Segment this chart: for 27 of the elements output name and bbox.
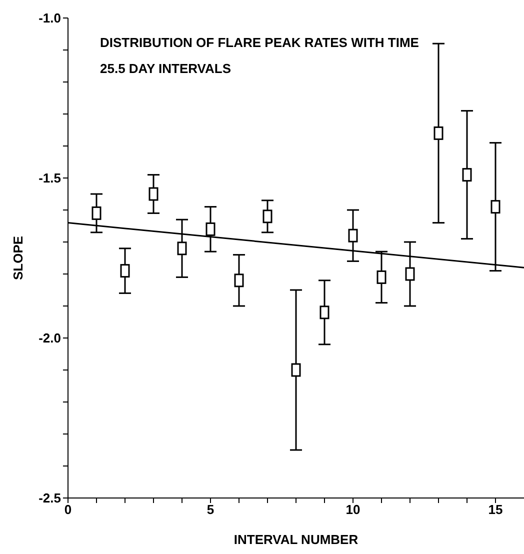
point <box>148 187 158 201</box>
point <box>234 274 244 288</box>
x-tick-label: 0 <box>64 502 72 518</box>
x-tick-label: 15 <box>488 502 503 518</box>
text: 25.5 DAY INTERVALS <box>100 60 232 78</box>
point <box>405 267 415 281</box>
point <box>120 264 130 278</box>
point <box>490 200 500 214</box>
point <box>348 228 358 242</box>
point <box>206 222 216 236</box>
x-axis-title: INTERVAL NUMBER <box>234 532 359 547</box>
point <box>462 168 472 182</box>
point <box>92 206 102 220</box>
y-tick-label: -2.0 <box>38 330 61 346</box>
x-tick-label: 5 <box>206 502 214 518</box>
point <box>320 306 330 320</box>
point <box>262 210 272 224</box>
x-tick-label: 10 <box>346 502 360 518</box>
y-axis-title: SLOPE <box>10 236 26 280</box>
point <box>434 126 444 140</box>
point <box>376 270 386 284</box>
text: DISTRIBUTION OF FLARE PEAK RATES WITH TIME <box>100 34 419 52</box>
point <box>291 363 301 377</box>
y-tick-label: -2.5 <box>38 490 61 506</box>
y-tick-label: -1.0 <box>38 10 61 26</box>
point <box>177 242 187 256</box>
y-tick-label: -1.5 <box>38 170 61 186</box>
